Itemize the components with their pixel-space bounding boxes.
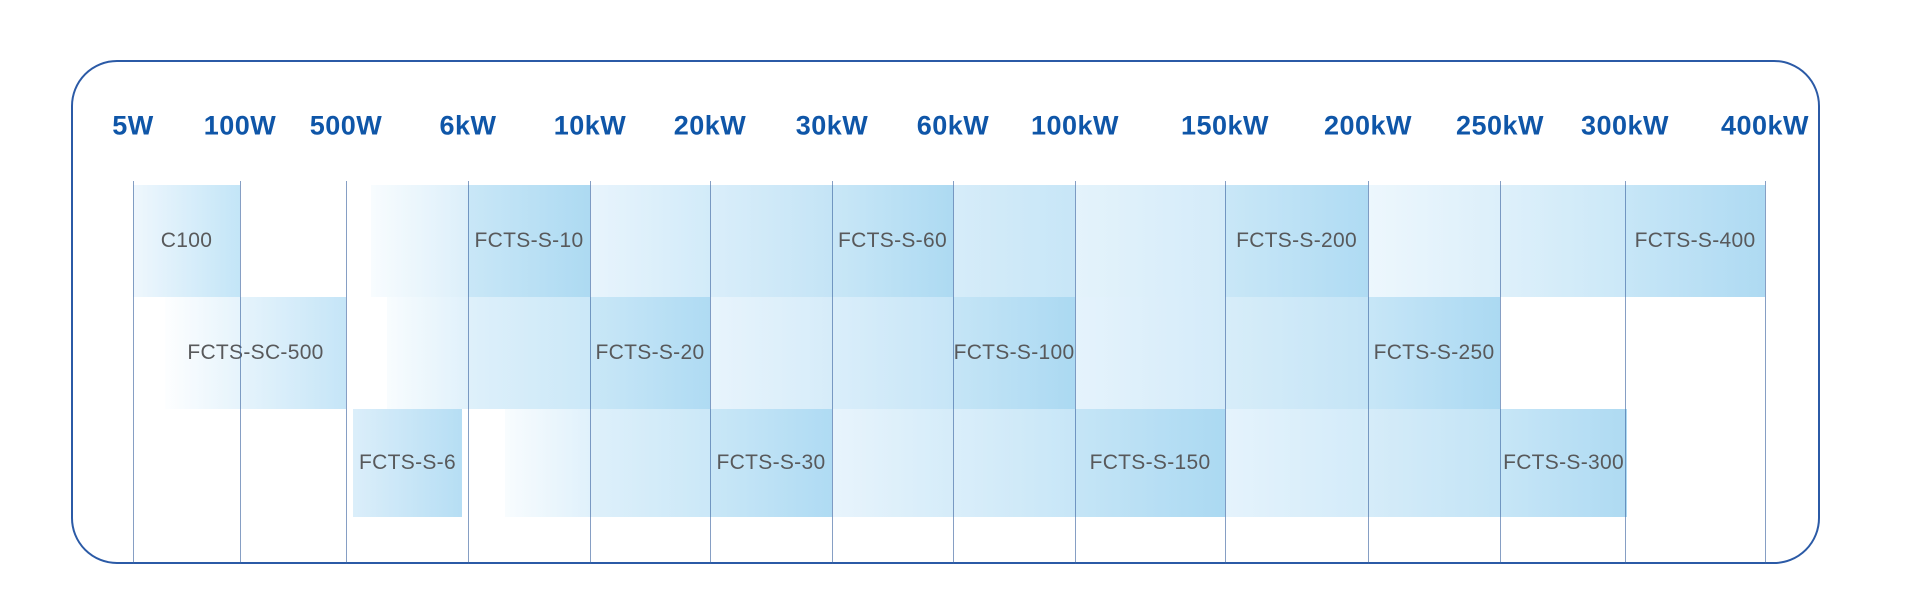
axis-tick-100w: 100W bbox=[203, 110, 277, 141]
range-cell bbox=[1500, 185, 1625, 297]
grid-line-500w bbox=[346, 181, 347, 564]
range-cell bbox=[1365, 409, 1500, 517]
range-cell bbox=[953, 185, 1075, 297]
range-cell-fcts-s-250: FCTS-S-250 bbox=[1368, 297, 1500, 409]
grid-line-250kw bbox=[1500, 181, 1501, 564]
range-cell bbox=[832, 409, 953, 517]
product-label: FCTS-S-400 bbox=[1634, 229, 1756, 252]
axis-tick-250kw: 250kW bbox=[1455, 110, 1545, 141]
grid-line-150kw bbox=[1225, 181, 1226, 564]
product-label: FCTS-S-150 bbox=[1089, 451, 1211, 474]
range-cell bbox=[710, 185, 832, 297]
product-label: FCTS-S-20 bbox=[595, 341, 705, 364]
grid-line-100w bbox=[240, 181, 241, 564]
product-label: FCTS-S-250 bbox=[1373, 341, 1495, 364]
axis-tick-200kw: 200kW bbox=[1323, 110, 1413, 141]
axis-tick-60kw: 60kW bbox=[916, 110, 990, 141]
grid-line-5w bbox=[133, 181, 134, 564]
range-cell bbox=[468, 297, 590, 409]
grid-line-20kw bbox=[710, 181, 711, 564]
range-cell bbox=[1075, 185, 1225, 297]
axis-tick-30kw: 30kW bbox=[795, 110, 869, 141]
grid-line-60kw bbox=[953, 181, 954, 564]
range-cell-fcts-s-200: FCTS-S-200 bbox=[1225, 185, 1368, 297]
axis-tick-500w: 500W bbox=[309, 110, 383, 141]
range-cell bbox=[1225, 297, 1368, 409]
grid-line-300kw bbox=[1625, 181, 1626, 564]
range-cell-fcts-s-20: FCTS-S-20 bbox=[590, 297, 710, 409]
range-cell bbox=[505, 409, 590, 517]
range-cell-c100: C100 bbox=[133, 185, 240, 297]
range-cell bbox=[1075, 297, 1225, 409]
product-label: FCTS-SC-500 bbox=[187, 341, 324, 364]
range-cell-fcts-s-60: FCTS-S-60 bbox=[832, 185, 953, 297]
product-label: FCTS-S-100 bbox=[953, 341, 1075, 364]
product-label: FCTS-S-30 bbox=[716, 451, 826, 474]
axis-tick-20kw: 20kW bbox=[673, 110, 747, 141]
range-cell bbox=[387, 297, 468, 409]
range-cell-fcts-s-300: FCTS-S-300 bbox=[1500, 409, 1627, 517]
range-cell bbox=[371, 185, 468, 297]
range-cell-fcts-s-30: FCTS-S-30 bbox=[710, 409, 832, 517]
range-cell-fcts-s-100: FCTS-S-100 bbox=[953, 297, 1075, 409]
product-label: FCTS-S-300 bbox=[1503, 451, 1624, 474]
axis-tick-10kw: 10kW bbox=[553, 110, 627, 141]
range-cell-fcts-s-150: FCTS-S-150 bbox=[1075, 409, 1225, 517]
range-cell-fcts-s-400: FCTS-S-400 bbox=[1625, 185, 1765, 297]
axis-tick-100kw: 100kW bbox=[1030, 110, 1120, 141]
grid-line-400kw bbox=[1765, 181, 1766, 564]
grid-line-6kw bbox=[468, 181, 469, 564]
grid-line-30kw bbox=[832, 181, 833, 564]
range-cell bbox=[1368, 185, 1500, 297]
range-cell-fcts-s-6: FCTS-S-6 bbox=[353, 409, 462, 517]
grid-line-200kw bbox=[1368, 181, 1369, 564]
grid-line-100kw bbox=[1075, 181, 1076, 564]
chart-border-box bbox=[71, 60, 1820, 564]
product-label: C100 bbox=[160, 229, 213, 252]
axis-tick-150kw: 150kW bbox=[1180, 110, 1270, 141]
axis-tick-5w: 5W bbox=[112, 110, 154, 141]
range-cell-fcts-s-10: FCTS-S-10 bbox=[468, 185, 590, 297]
range-cell bbox=[710, 297, 832, 409]
range-cell bbox=[590, 185, 710, 297]
range-cell bbox=[590, 409, 710, 517]
range-cell-fcts-sc-500: FCTS-SC-500 bbox=[165, 297, 346, 409]
range-cell bbox=[1225, 409, 1365, 517]
product-label: FCTS-S-200 bbox=[1236, 229, 1357, 252]
axis-tick-400kw: 400kW bbox=[1720, 110, 1810, 141]
product-label: FCTS-S-10 bbox=[474, 229, 584, 252]
axis-tick-6kw: 6kW bbox=[439, 110, 497, 141]
range-cell bbox=[832, 297, 953, 409]
grid-line-10kw bbox=[590, 181, 591, 564]
axis-tick-300kw: 300kW bbox=[1580, 110, 1670, 141]
product-label: FCTS-S-6 bbox=[359, 451, 456, 474]
product-label: FCTS-S-60 bbox=[838, 229, 947, 252]
range-cell bbox=[953, 409, 1075, 517]
